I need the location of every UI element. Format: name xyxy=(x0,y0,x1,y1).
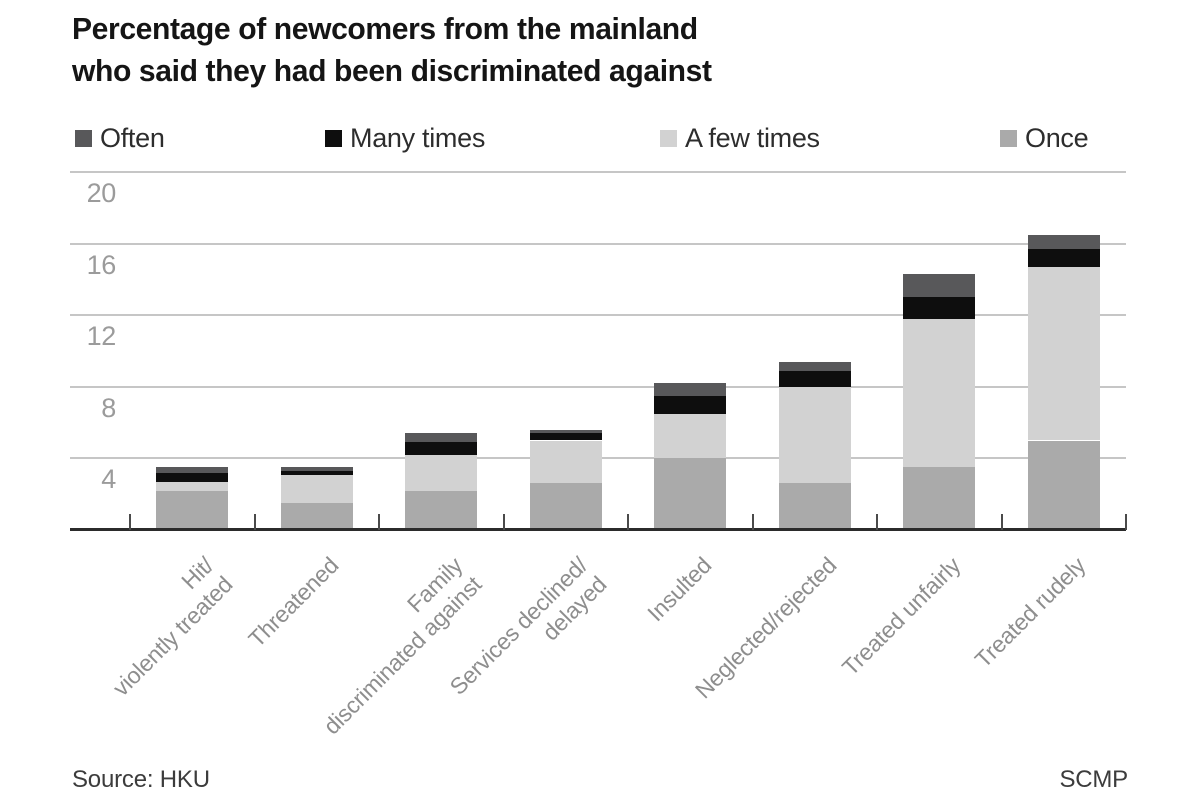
x-axis-tick xyxy=(253,514,256,530)
legend-item-many-times: Many times xyxy=(325,121,485,155)
x-axis-tick xyxy=(502,514,505,530)
bar-segment-often xyxy=(156,467,229,473)
bar-segment-once xyxy=(280,503,353,530)
category-label-7: Treated unfairly xyxy=(721,552,966,797)
x-axis-tick xyxy=(1125,514,1127,530)
bar-segment-many-times xyxy=(778,370,851,387)
x-axis-tick xyxy=(876,514,878,530)
legend-swatch-icon xyxy=(660,129,677,147)
category-label-8: Treated rudely xyxy=(845,552,1090,797)
bar-segment-once xyxy=(903,467,976,530)
bar-segment-once xyxy=(156,490,229,530)
legend-swatch-icon xyxy=(325,129,342,147)
category-label-line: Neglected/rejected xyxy=(689,552,842,704)
category-label-line: Treated unfairly xyxy=(837,552,966,681)
bar-segment-a-few-times xyxy=(280,474,353,504)
bar-segment-once xyxy=(778,483,851,530)
ytick-label-4: 4 xyxy=(101,464,116,495)
bar-segment-many-times xyxy=(1027,248,1100,267)
bar-segment-often xyxy=(903,274,976,298)
x-axis-tick xyxy=(129,514,131,530)
source-label: Source: HKU xyxy=(72,766,210,793)
legend: Often Many times A few times Once xyxy=(0,121,1200,155)
legend-label: Once xyxy=(1025,122,1089,153)
bar-segment-often xyxy=(529,429,602,434)
bar-segment-a-few-times xyxy=(778,386,851,484)
chart-title-line2: who said they had been discriminated aga… xyxy=(72,53,712,88)
bar-segment-often xyxy=(405,433,478,443)
chart-title: Percentage of newcomers from the mainlan… xyxy=(72,8,712,92)
legend-swatch-icon xyxy=(1000,129,1017,147)
bar-segment-many-times xyxy=(156,472,229,482)
category-label-3: Family discriminated against xyxy=(223,552,487,800)
ytick-label-20: 20 xyxy=(86,178,117,208)
gridline-8 xyxy=(70,385,1126,388)
brand-label: SCMP xyxy=(1059,766,1128,793)
bar-segment-a-few-times xyxy=(654,413,727,459)
bar-segment-often xyxy=(778,361,851,371)
x-axis-tick xyxy=(378,514,380,530)
bar-segment-a-few-times xyxy=(405,454,478,491)
bar-segment-once xyxy=(405,490,478,530)
bar-segment-a-few-times xyxy=(156,481,229,491)
legend-label: Often xyxy=(100,122,165,153)
legend-item-often: Often xyxy=(75,121,165,155)
bar-segment-many-times xyxy=(529,433,602,441)
bar-segment-many-times xyxy=(405,442,478,455)
legend-item-a-few-times: A few times xyxy=(660,121,820,155)
bar-segment-a-few-times xyxy=(1027,266,1100,441)
category-label-6: Neglected/rejected xyxy=(596,552,841,797)
gridline-12 xyxy=(70,314,1126,317)
gridline-16 xyxy=(70,242,1126,245)
gridline-20 xyxy=(70,171,1126,173)
ytick-label-16: 16 xyxy=(86,249,117,280)
x-axis-tick xyxy=(627,514,629,530)
x-axis-line xyxy=(70,528,1126,531)
bar-segment-often xyxy=(1027,234,1100,249)
bar-segment-once xyxy=(1027,440,1100,530)
category-label-line: Treated rudely xyxy=(969,552,1091,673)
ytick-label-12: 12 xyxy=(86,321,117,352)
bar-segment-once xyxy=(529,483,602,530)
legend-item-once: Once xyxy=(1000,121,1089,155)
bar-segment-many-times xyxy=(903,297,976,319)
bar-segment-often xyxy=(280,467,353,471)
bar-segment-once xyxy=(654,458,727,530)
x-axis-tick xyxy=(1000,514,1003,530)
bar-segment-a-few-times xyxy=(903,318,976,468)
x-axis-tick xyxy=(751,514,754,530)
legend-label: A few times xyxy=(685,122,820,153)
bar-segment-many-times xyxy=(280,470,353,475)
bar-segment-many-times xyxy=(654,395,727,414)
bar-segment-often xyxy=(654,383,727,396)
chart-title-line1: Percentage of newcomers from the mainlan… xyxy=(72,11,698,46)
legend-swatch-icon xyxy=(75,129,92,147)
bar-segment-a-few-times xyxy=(529,440,602,484)
ytick-label-8: 8 xyxy=(101,392,116,423)
legend-label: Many times xyxy=(350,122,486,153)
